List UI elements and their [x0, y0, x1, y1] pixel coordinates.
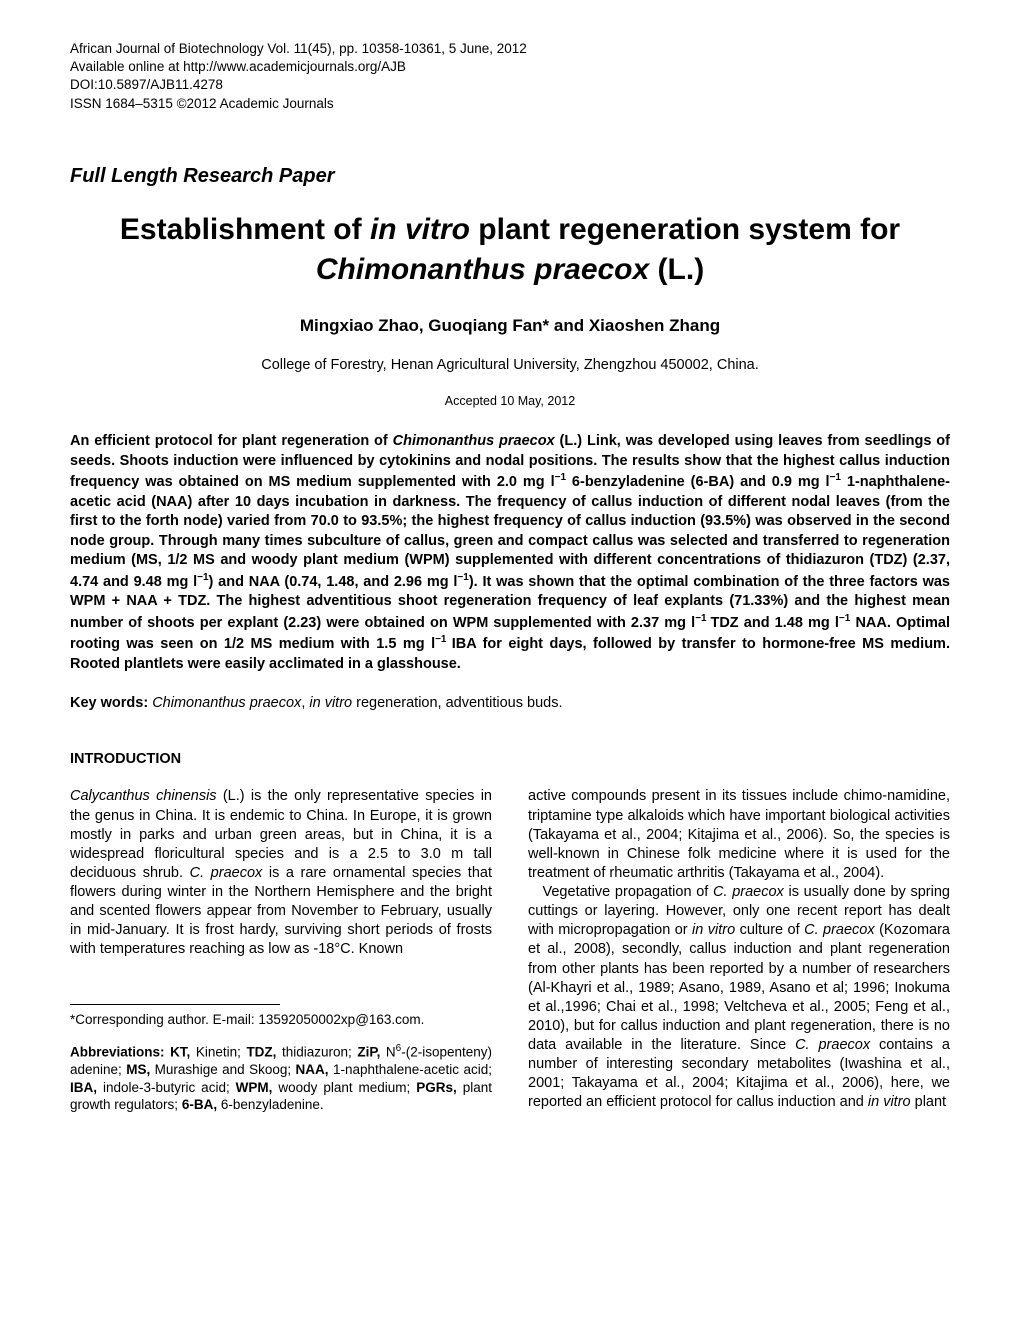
- abbreviations: Abbreviations: KT, Kinetin; TDZ, thidiaz…: [70, 1042, 492, 1114]
- intro-paragraph: Calycanthus chinensis (L.) is the only r…: [70, 787, 492, 959]
- abbr-pgrs: PGRs,: [416, 1080, 457, 1095]
- abstract-text: 6-benzyladenine (6-BA) and 0.9 mg l: [566, 474, 830, 490]
- abbr-wpm-text: woody plant medium;: [272, 1080, 416, 1095]
- superscript: −1: [457, 572, 468, 583]
- superscript: −1: [555, 472, 566, 483]
- title-part-3: (L.): [649, 253, 704, 286]
- meta-line-1: African Journal of Biotechnology Vol. 11…: [70, 40, 950, 58]
- left-column: Calycanthus chinensis (L.) is the only r…: [70, 787, 492, 1113]
- abbr-label: Abbreviations:: [70, 1045, 170, 1060]
- intro-text: Vegetative propagation of: [543, 884, 714, 900]
- abstract-species: Chimonanthus praecox: [393, 433, 555, 449]
- intro-text: (Kozomara et al., 2008), secondly, callu…: [528, 922, 950, 1053]
- abstract: An efficient protocol for plant regenera…: [70, 432, 950, 674]
- abbr-kt: KT,: [170, 1045, 190, 1060]
- in-vitro: in vitro: [868, 1094, 911, 1110]
- keyword-italic-2: in vitro: [309, 695, 352, 711]
- keywords-rest: regeneration, adventitious buds.: [352, 695, 562, 711]
- paper-type: Full Length Research Paper: [70, 163, 950, 190]
- species-name: C. praecox: [713, 884, 784, 900]
- title-part-1: Establishment of: [120, 213, 370, 246]
- species-name: C. praecox: [795, 1037, 870, 1053]
- footnote-separator: [70, 1004, 280, 1005]
- superscript: −1: [830, 472, 841, 483]
- abbr-wpm: WPM,: [236, 1080, 273, 1095]
- abstract-text: TDZ and 1.48 mg l: [710, 615, 838, 631]
- meta-line-4: ISSN 1684–5315 ©2012 Academic Journals: [70, 95, 950, 113]
- title-italic-1: in vitro: [370, 213, 470, 246]
- superscript: −1: [435, 634, 452, 645]
- in-vitro: in vitro: [692, 922, 735, 938]
- abbr-ba-text: 6-benzyladenine.: [217, 1097, 324, 1112]
- superscript: −1: [695, 613, 710, 624]
- superscript: −1: [839, 613, 850, 624]
- abbr-zip: ZiP,: [357, 1045, 380, 1060]
- species-name: Calycanthus chinensis: [70, 788, 217, 804]
- corresponding-author: *Corresponding author. E-mail: 135920500…: [70, 1011, 492, 1029]
- keyword-italic-1: Chimonanthus praecox: [152, 695, 301, 711]
- affiliation: College of Forestry, Henan Agricultural …: [70, 356, 950, 376]
- abbr-zip-text: N: [380, 1045, 395, 1060]
- meta-line-3: DOI:10.5897/AJB11.4278: [70, 76, 950, 94]
- abbr-iba-text: indole-3-butyric acid;: [97, 1080, 236, 1095]
- accepted-date: Accepted 10 May, 2012: [70, 393, 950, 410]
- abbr-kt-text: Kinetin;: [190, 1045, 246, 1060]
- meta-line-2: Available online at http://www.academicj…: [70, 58, 950, 76]
- abbr-ms: MS,: [126, 1062, 150, 1077]
- abbr-ba: 6-BA,: [182, 1097, 217, 1112]
- right-column: active compounds present in its tissues …: [528, 787, 950, 1113]
- superscript: −1: [197, 572, 208, 583]
- intro-text: plant: [911, 1094, 946, 1110]
- abbr-tdz-text: thidiazuron;: [276, 1045, 357, 1060]
- abbr-naa-text: 1-naphthalene-acetic acid;: [329, 1062, 492, 1077]
- journal-meta: African Journal of Biotechnology Vol. 11…: [70, 40, 950, 113]
- intro-paragraph-2: Vegetative propagation of C. praecox is …: [528, 883, 950, 1113]
- abstract-text: ) and NAA (0.74, 1.48, and 2.96 mg l: [209, 574, 458, 590]
- keywords: Key words: Chimonanthus praecox, in vitr…: [70, 694, 950, 714]
- introduction-heading: INTRODUCTION: [70, 750, 950, 770]
- species-name: C. praecox: [190, 865, 263, 881]
- abstract-text: An efficient protocol for plant regenera…: [70, 433, 393, 449]
- title-part-2: plant regeneration system for: [470, 213, 900, 246]
- abbr-ms-text: Murashige and Skoog;: [150, 1062, 295, 1077]
- paper-title: Establishment of in vitro plant regenera…: [70, 210, 950, 291]
- abbr-tdz: TDZ,: [246, 1045, 276, 1060]
- species-name: C. praecox: [804, 922, 875, 938]
- abbr-iba: IBA,: [70, 1080, 97, 1095]
- title-italic-2: Chimonanthus praecox: [316, 253, 649, 286]
- intro-text: culture of: [735, 922, 804, 938]
- abbr-naa: NAA,: [296, 1062, 329, 1077]
- intro-paragraph-cont: active compounds present in its tissues …: [528, 787, 950, 883]
- authors: Mingxiao Zhao, Guoqiang Fan* and Xiaoshe…: [70, 315, 950, 338]
- keywords-label: Key words:: [70, 695, 152, 711]
- body-columns: Calycanthus chinensis (L.) is the only r…: [70, 787, 950, 1113]
